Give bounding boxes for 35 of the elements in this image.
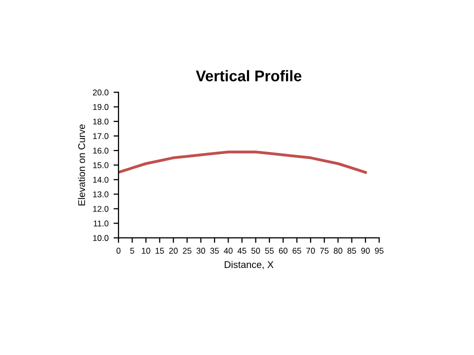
y-tick-label: 18.0	[93, 118, 108, 125]
y-tick-label: 13.0	[93, 191, 108, 198]
x-tick-label: 35	[210, 248, 219, 254]
x-tick-label: 30	[196, 248, 206, 254]
y-tick-label: 10.0	[93, 235, 108, 241]
y-tick-label: 14.0	[93, 176, 108, 183]
x-tick-label: 60	[278, 248, 288, 254]
x-tick-label: 45	[238, 248, 246, 254]
x-tick-label: 5	[130, 248, 134, 254]
x-tick-label: 40	[224, 248, 233, 254]
x-tick-label: 90	[361, 248, 370, 254]
x-tick-label: 85	[347, 248, 356, 254]
x-tick-label: 80	[334, 248, 342, 254]
x-tick-label: 25	[182, 248, 192, 254]
y-axis-title: Elevation on Curve	[78, 124, 86, 206]
x-axis-title: Distance, X	[224, 260, 274, 270]
y-tick-label: 20.0	[92, 90, 108, 96]
x-tick-label: 20	[169, 248, 178, 254]
x-tick-label: 65	[292, 248, 302, 254]
y-tick-label: 19.0	[93, 104, 108, 110]
x-tick-label: 15	[156, 248, 164, 254]
x-tick-label: 55	[265, 248, 274, 254]
x-tick-label: 70	[306, 248, 315, 254]
y-tick-label: 15.0	[93, 162, 108, 168]
y-tick-label: 16.0	[93, 148, 108, 154]
y-tick-label: 17.0	[93, 133, 108, 140]
chart-title: Vertical Profile	[196, 70, 302, 82]
x-tick-label: 75	[320, 248, 329, 254]
x-tick-label: 0	[116, 248, 120, 254]
x-tick-label: 50	[251, 248, 260, 254]
x-tick-label: 95	[374, 248, 384, 254]
line-series	[118, 150, 367, 174]
x-tick-label: 10	[142, 248, 150, 254]
y-tick-label: 12.0	[93, 206, 108, 212]
y-tick-label: 11.0	[94, 220, 108, 226]
